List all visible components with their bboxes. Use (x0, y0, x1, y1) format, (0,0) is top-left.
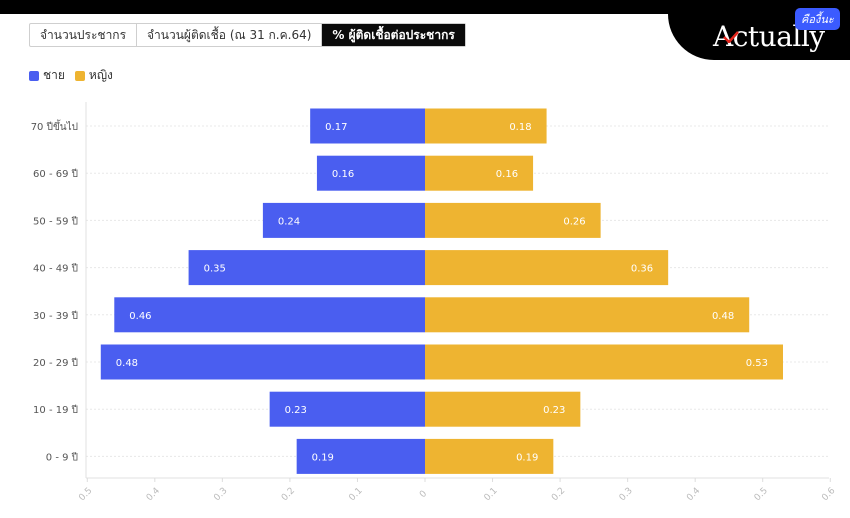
category-label: 60 - 69 ปี (33, 168, 78, 180)
legend-item-female[interactable]: หญิง (74, 66, 113, 85)
category-label: 50 - 59 ปี (33, 215, 78, 227)
bar-label-female: 0.18 (509, 122, 531, 133)
bar-male[interactable] (269, 391, 425, 427)
bar-female[interactable] (425, 344, 783, 380)
x-tick-label: 0.5 (77, 486, 94, 503)
bar-label-male: 0.23 (285, 405, 307, 416)
x-tick-label: 0.4 (685, 486, 702, 503)
x-tick-label: 0.4 (145, 486, 162, 503)
bar-male[interactable] (100, 344, 426, 380)
bar-label-female: 0.16 (496, 169, 518, 180)
bar-label-female: 0.48 (712, 311, 734, 322)
bar-label-female: 0.53 (746, 358, 768, 369)
bar-label-male: 0.46 (129, 311, 151, 322)
legend-label-female: หญิง (88, 68, 113, 82)
x-tick-label: 0.2 (280, 486, 297, 503)
bar-male[interactable] (310, 108, 425, 144)
bar-female[interactable] (425, 108, 547, 144)
x-tick-label: 0.5 (753, 486, 770, 503)
chart-legend: ชาย หญิง (29, 66, 113, 85)
x-tick-label: 0.3 (212, 486, 229, 503)
brand-badge: คืองี้นะ (795, 8, 840, 30)
bar-label-male: 0.48 (116, 358, 138, 369)
x-tick-label: 0.1 (483, 486, 500, 503)
bar-label-male: 0.17 (325, 122, 347, 133)
category-label: 0 - 9 ปี (46, 451, 78, 463)
bar-female[interactable] (425, 202, 601, 238)
bar-male[interactable] (262, 202, 425, 238)
bar-female[interactable] (425, 438, 554, 474)
bar-label-female: 0.19 (516, 452, 538, 463)
bar-female[interactable] (425, 297, 750, 333)
category-label: 70 ปีขึ้นไป (31, 119, 78, 133)
bar-male[interactable] (188, 250, 425, 286)
category-label: 20 - 29 ปี (33, 357, 78, 369)
legend-item-male[interactable]: ชาย (29, 66, 65, 85)
x-tick-label: 0 (418, 489, 429, 500)
bar-female[interactable] (425, 155, 534, 191)
x-tick-label: 0.2 (550, 486, 567, 503)
category-label: 30 - 39 ปี (33, 310, 78, 322)
view-tabs: จำนวนประชากร จำนวนผู้ติดเชื้อ (ณ 31 ก.ค.… (29, 23, 466, 47)
bar-label-female: 0.23 (543, 405, 565, 416)
bar-label-female: 0.26 (563, 216, 585, 227)
bar-female[interactable] (425, 391, 581, 427)
category-label: 10 - 19 ปี (33, 404, 78, 416)
bar-male[interactable] (114, 297, 426, 333)
tab-population[interactable]: จำนวนประชากร (30, 24, 138, 46)
bar-female[interactable] (425, 250, 669, 286)
top-bar (0, 0, 850, 14)
x-tick-label: 0.3 (618, 486, 635, 503)
bar-label-male: 0.35 (204, 264, 226, 275)
tab-infected[interactable]: จำนวนผู้ติดเชื้อ (ณ 31 ก.ค.64) (137, 24, 323, 46)
bar-male[interactable] (296, 438, 425, 474)
category-label: 40 - 49 ปี (33, 263, 78, 275)
tab-infected-percent[interactable]: % ผู้ติดเชื้อต่อประชากร (322, 24, 465, 46)
x-tick-label: 0.1 (347, 486, 364, 503)
bar-label-male: 0.19 (312, 452, 334, 463)
legend-swatch-male (29, 70, 39, 81)
legend-label-male: ชาย (43, 68, 65, 82)
x-tick-label: 0.6 (820, 486, 837, 503)
bar-label-female: 0.36 (631, 264, 653, 275)
bar-label-male: 0.16 (332, 169, 354, 180)
legend-swatch-female (74, 70, 85, 81)
bar-label-male: 0.24 (278, 216, 300, 227)
bar-male[interactable] (316, 155, 425, 191)
check-mark-icon (723, 31, 739, 43)
